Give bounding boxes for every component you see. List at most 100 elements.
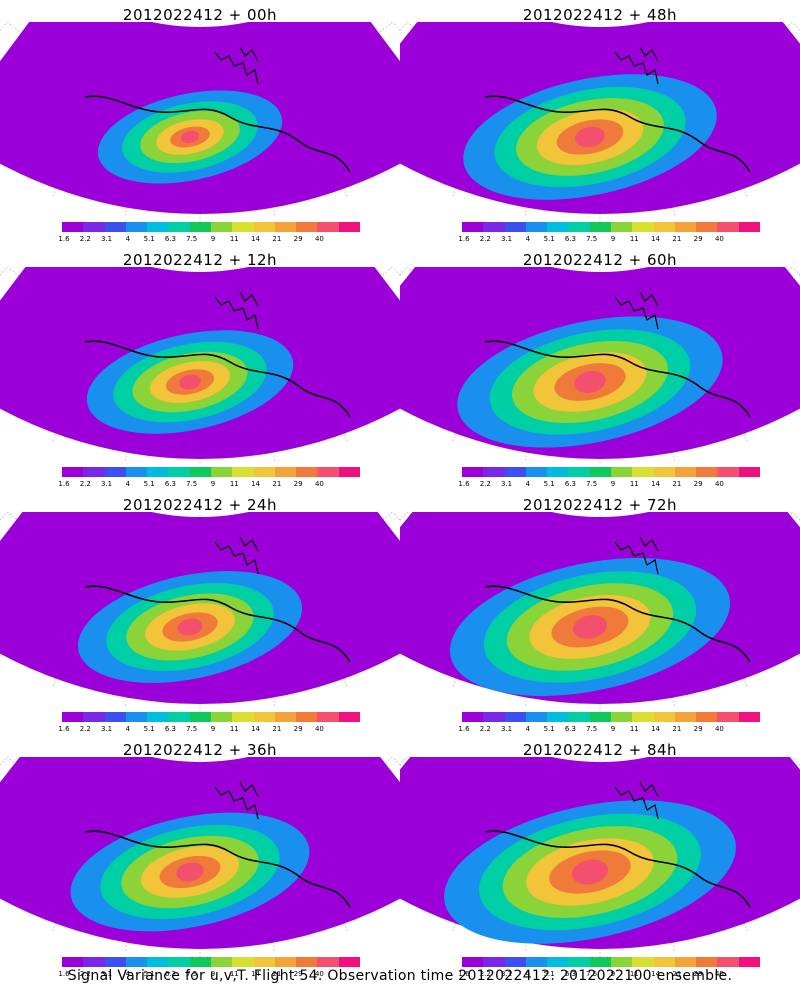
colorbar-label: 11 bbox=[629, 970, 639, 978]
colorbar-label: 6.3 bbox=[564, 235, 576, 243]
colorbar-labels: 1.6 2.2 3.1 4 5.1 6.3 7.5 9 11 14 21 29 40 bbox=[58, 970, 360, 980]
colorbar-label: 40 bbox=[314, 970, 324, 978]
colorbar-label: 14 bbox=[251, 725, 261, 733]
colorbar-swatch bbox=[674, 957, 697, 967]
colorbar-swatch bbox=[674, 467, 697, 477]
coastline bbox=[484, 340, 751, 418]
colorbar bbox=[62, 712, 360, 722]
colorbar-label: 40 bbox=[714, 235, 724, 243]
arctic-islands bbox=[214, 46, 259, 85]
colorbar-swatch bbox=[547, 467, 569, 477]
colorbar-label: 2.2 bbox=[79, 725, 91, 733]
colorbar-label: 4 bbox=[525, 235, 531, 243]
variance-field bbox=[0, 512, 400, 704]
colorbar-label: 14 bbox=[651, 235, 661, 243]
colorbar-swatch bbox=[483, 712, 505, 722]
colorbar-swatch bbox=[696, 222, 718, 232]
colorbar-label: 4 bbox=[125, 970, 131, 978]
colorbar-label: 6.3 bbox=[564, 725, 576, 733]
variance-map bbox=[400, 512, 800, 712]
arctic-islands bbox=[214, 781, 259, 820]
colorbar-label: 11 bbox=[629, 725, 639, 733]
variance-field bbox=[0, 267, 400, 459]
colorbar-swatch bbox=[125, 222, 148, 232]
variance-field bbox=[400, 267, 800, 460]
colorbar-swatch bbox=[717, 222, 739, 232]
colorbar-label: 3.1 bbox=[100, 480, 113, 488]
colorbar-swatch bbox=[338, 957, 360, 967]
colorbar-labels: 1.6 2.2 3.1 4 5.1 6.3 7.5 9 11 14 21 29 40 bbox=[58, 235, 360, 245]
colorbar-label: 9 bbox=[610, 235, 616, 243]
colorbar-label: 21 bbox=[272, 480, 282, 488]
coastline bbox=[84, 830, 351, 908]
colorbar-swatch bbox=[589, 957, 611, 967]
colorbar-swatch bbox=[589, 712, 611, 722]
colorbar-label: 4 bbox=[525, 970, 531, 978]
colorbar-label: 29 bbox=[293, 480, 303, 488]
colorbar-swatch bbox=[338, 467, 360, 477]
variance-map bbox=[400, 22, 800, 222]
colorbar-label: 29 bbox=[693, 235, 703, 243]
colorbar-swatch bbox=[738, 957, 760, 967]
variance-field bbox=[0, 22, 400, 215]
coastline bbox=[484, 830, 751, 908]
colorbar-label: 11 bbox=[229, 235, 239, 243]
colorbar-label: 1.6 bbox=[58, 480, 70, 488]
colorbar-label: 7.5 bbox=[186, 480, 198, 488]
variance-field bbox=[0, 757, 400, 949]
colorbar-swatch bbox=[296, 712, 318, 722]
colorbar-swatch bbox=[317, 712, 339, 722]
colorbar-swatch bbox=[210, 467, 233, 477]
colorbar-label: 7.5 bbox=[586, 480, 598, 488]
colorbar-swatch bbox=[83, 957, 105, 967]
colorbar-label: 5.1 bbox=[143, 235, 155, 243]
colorbar-label: 2.2 bbox=[79, 235, 91, 243]
colorbar-swatch bbox=[104, 222, 126, 232]
colorbar-swatch bbox=[547, 712, 569, 722]
colorbar-swatch bbox=[462, 222, 484, 232]
colorbar-label: 1.6 bbox=[458, 970, 470, 978]
coastline bbox=[84, 95, 351, 173]
colorbar-swatch bbox=[253, 467, 275, 477]
colorbar-swatch bbox=[125, 957, 148, 967]
colorbar-label: 40 bbox=[314, 725, 324, 733]
colorbar-swatch bbox=[696, 467, 718, 477]
colorbar-swatch bbox=[317, 467, 339, 477]
panel-title: 2012022412 + 24h bbox=[122, 496, 278, 514]
colorbar-swatch bbox=[168, 712, 190, 722]
colorbar-swatch bbox=[653, 222, 675, 232]
panel-title: 2012022412 + 60h bbox=[522, 251, 678, 269]
variance-map bbox=[400, 267, 800, 467]
colorbar-swatch bbox=[610, 712, 633, 722]
colorbar-label: 4 bbox=[525, 725, 531, 733]
colorbar-swatch bbox=[525, 467, 548, 477]
colorbar-swatch bbox=[632, 712, 654, 722]
colorbar-label: 6.3 bbox=[564, 480, 576, 488]
colorbar-label: 5.1 bbox=[543, 235, 555, 243]
colorbar-swatch bbox=[632, 957, 654, 967]
colorbar-label: 2.2 bbox=[479, 725, 491, 733]
colorbar-label: 9 bbox=[210, 235, 216, 243]
colorbar-label: 11 bbox=[229, 970, 239, 978]
colorbar-label: 14 bbox=[251, 480, 261, 488]
colorbar-swatch bbox=[338, 222, 360, 232]
colorbar-swatch bbox=[568, 467, 590, 477]
colorbar-label: 9 bbox=[610, 725, 616, 733]
colorbar-label: 7.5 bbox=[186, 235, 198, 243]
colorbar-label: 6.3 bbox=[164, 725, 176, 733]
colorbar-swatch bbox=[525, 957, 548, 967]
colorbar-swatch bbox=[504, 712, 526, 722]
forecast-panel: 2012022412 + 12h 1.6 2.2 3.1 4 5.1 6.3 7.5 9 11 14… bbox=[0, 245, 400, 490]
colorbar-label: 4 bbox=[125, 480, 131, 488]
colorbar-label: 3.1 bbox=[100, 725, 113, 733]
panel-title: 2012022412 + 00h bbox=[122, 6, 278, 24]
colorbar-swatch bbox=[653, 957, 675, 967]
colorbar-label: 21 bbox=[672, 970, 682, 978]
colorbar-label: 21 bbox=[672, 725, 682, 733]
colorbar-swatch bbox=[210, 222, 233, 232]
colorbar-labels: 1.6 2.2 3.1 4 5.1 6.3 7.5 9 11 14 21 29 40 bbox=[58, 480, 360, 490]
colorbar-swatch bbox=[189, 467, 211, 477]
colorbar-swatch bbox=[653, 712, 675, 722]
colorbar-swatch bbox=[210, 712, 233, 722]
colorbar-label: 2.2 bbox=[479, 480, 491, 488]
